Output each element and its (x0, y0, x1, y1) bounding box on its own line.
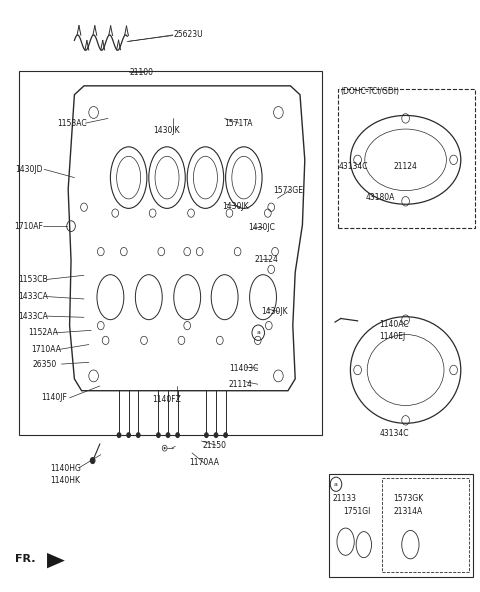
Text: 1430JC: 1430JC (249, 223, 276, 232)
Text: 1573GK: 1573GK (394, 494, 424, 503)
Text: 1751GI: 1751GI (344, 507, 371, 516)
Text: 1430JD: 1430JD (15, 165, 43, 174)
Circle shape (175, 432, 180, 438)
Text: a: a (256, 330, 260, 335)
Text: 25623U: 25623U (174, 30, 204, 40)
Text: 1710AF: 1710AF (14, 221, 43, 231)
Text: 21124: 21124 (394, 162, 418, 172)
Text: 43134C: 43134C (379, 429, 408, 438)
Text: 1433CA: 1433CA (18, 292, 48, 301)
Bar (338, 89, 475, 228)
Text: a: a (334, 482, 338, 487)
Text: 21114: 21114 (229, 379, 253, 389)
Text: 1140HG: 1140HG (50, 464, 81, 474)
Text: 1153AC: 1153AC (58, 118, 87, 128)
Circle shape (156, 432, 161, 438)
Text: 1430JK: 1430JK (262, 307, 288, 316)
Text: FR.: FR. (15, 555, 36, 564)
Bar (19, 71, 322, 435)
Text: 21100: 21100 (130, 67, 154, 77)
Bar (382, 478, 469, 572)
Text: 1430JK: 1430JK (154, 126, 180, 136)
Text: 1710AA: 1710AA (31, 345, 61, 354)
Text: 21124: 21124 (254, 255, 278, 264)
Text: 26350: 26350 (33, 359, 57, 369)
Text: 1170AA: 1170AA (190, 458, 220, 468)
Text: 1152AA: 1152AA (28, 328, 58, 337)
Text: 1433CA: 1433CA (18, 311, 48, 321)
Circle shape (223, 432, 228, 438)
Circle shape (126, 432, 131, 438)
Circle shape (136, 432, 141, 438)
Text: 1430JK: 1430JK (222, 202, 249, 211)
Circle shape (117, 432, 121, 438)
Text: 1140HK: 1140HK (50, 475, 81, 485)
Text: 1140AC: 1140AC (379, 320, 409, 329)
Text: 11403C: 11403C (229, 363, 258, 373)
Text: 1153CB: 1153CB (18, 275, 48, 284)
Text: 21133: 21133 (332, 494, 356, 503)
Circle shape (166, 432, 170, 438)
Text: 1571TA: 1571TA (225, 118, 253, 128)
Text: 1140FZ: 1140FZ (153, 394, 181, 404)
Circle shape (204, 432, 209, 438)
Text: 43134C: 43134C (338, 162, 368, 172)
Text: 1573GE: 1573GE (274, 186, 303, 195)
Circle shape (90, 457, 96, 464)
Text: (DOHC-TCI/GDI): (DOHC-TCI/GDI) (341, 87, 400, 96)
Text: 21150: 21150 (203, 440, 227, 450)
Text: 1140JF: 1140JF (41, 393, 67, 403)
Text: 21314A: 21314A (394, 507, 423, 516)
Bar (329, 474, 473, 577)
Text: 43180A: 43180A (366, 193, 395, 202)
Polygon shape (47, 553, 65, 568)
Text: 1140EJ: 1140EJ (379, 332, 406, 341)
Circle shape (214, 432, 218, 438)
Circle shape (164, 447, 166, 449)
